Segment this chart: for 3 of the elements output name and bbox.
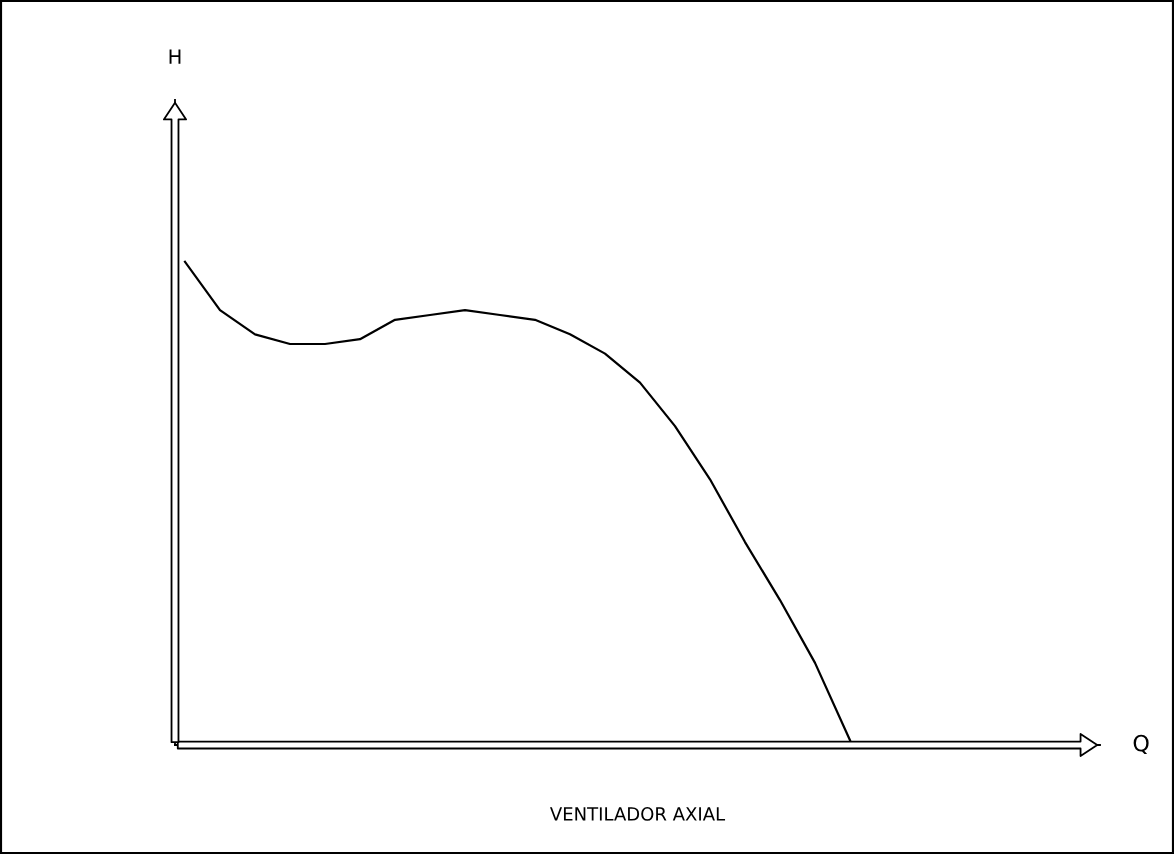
text: H xyxy=(169,49,181,64)
text: VENTILADOR AXIAL xyxy=(549,807,726,821)
text: Q xyxy=(1133,734,1149,754)
